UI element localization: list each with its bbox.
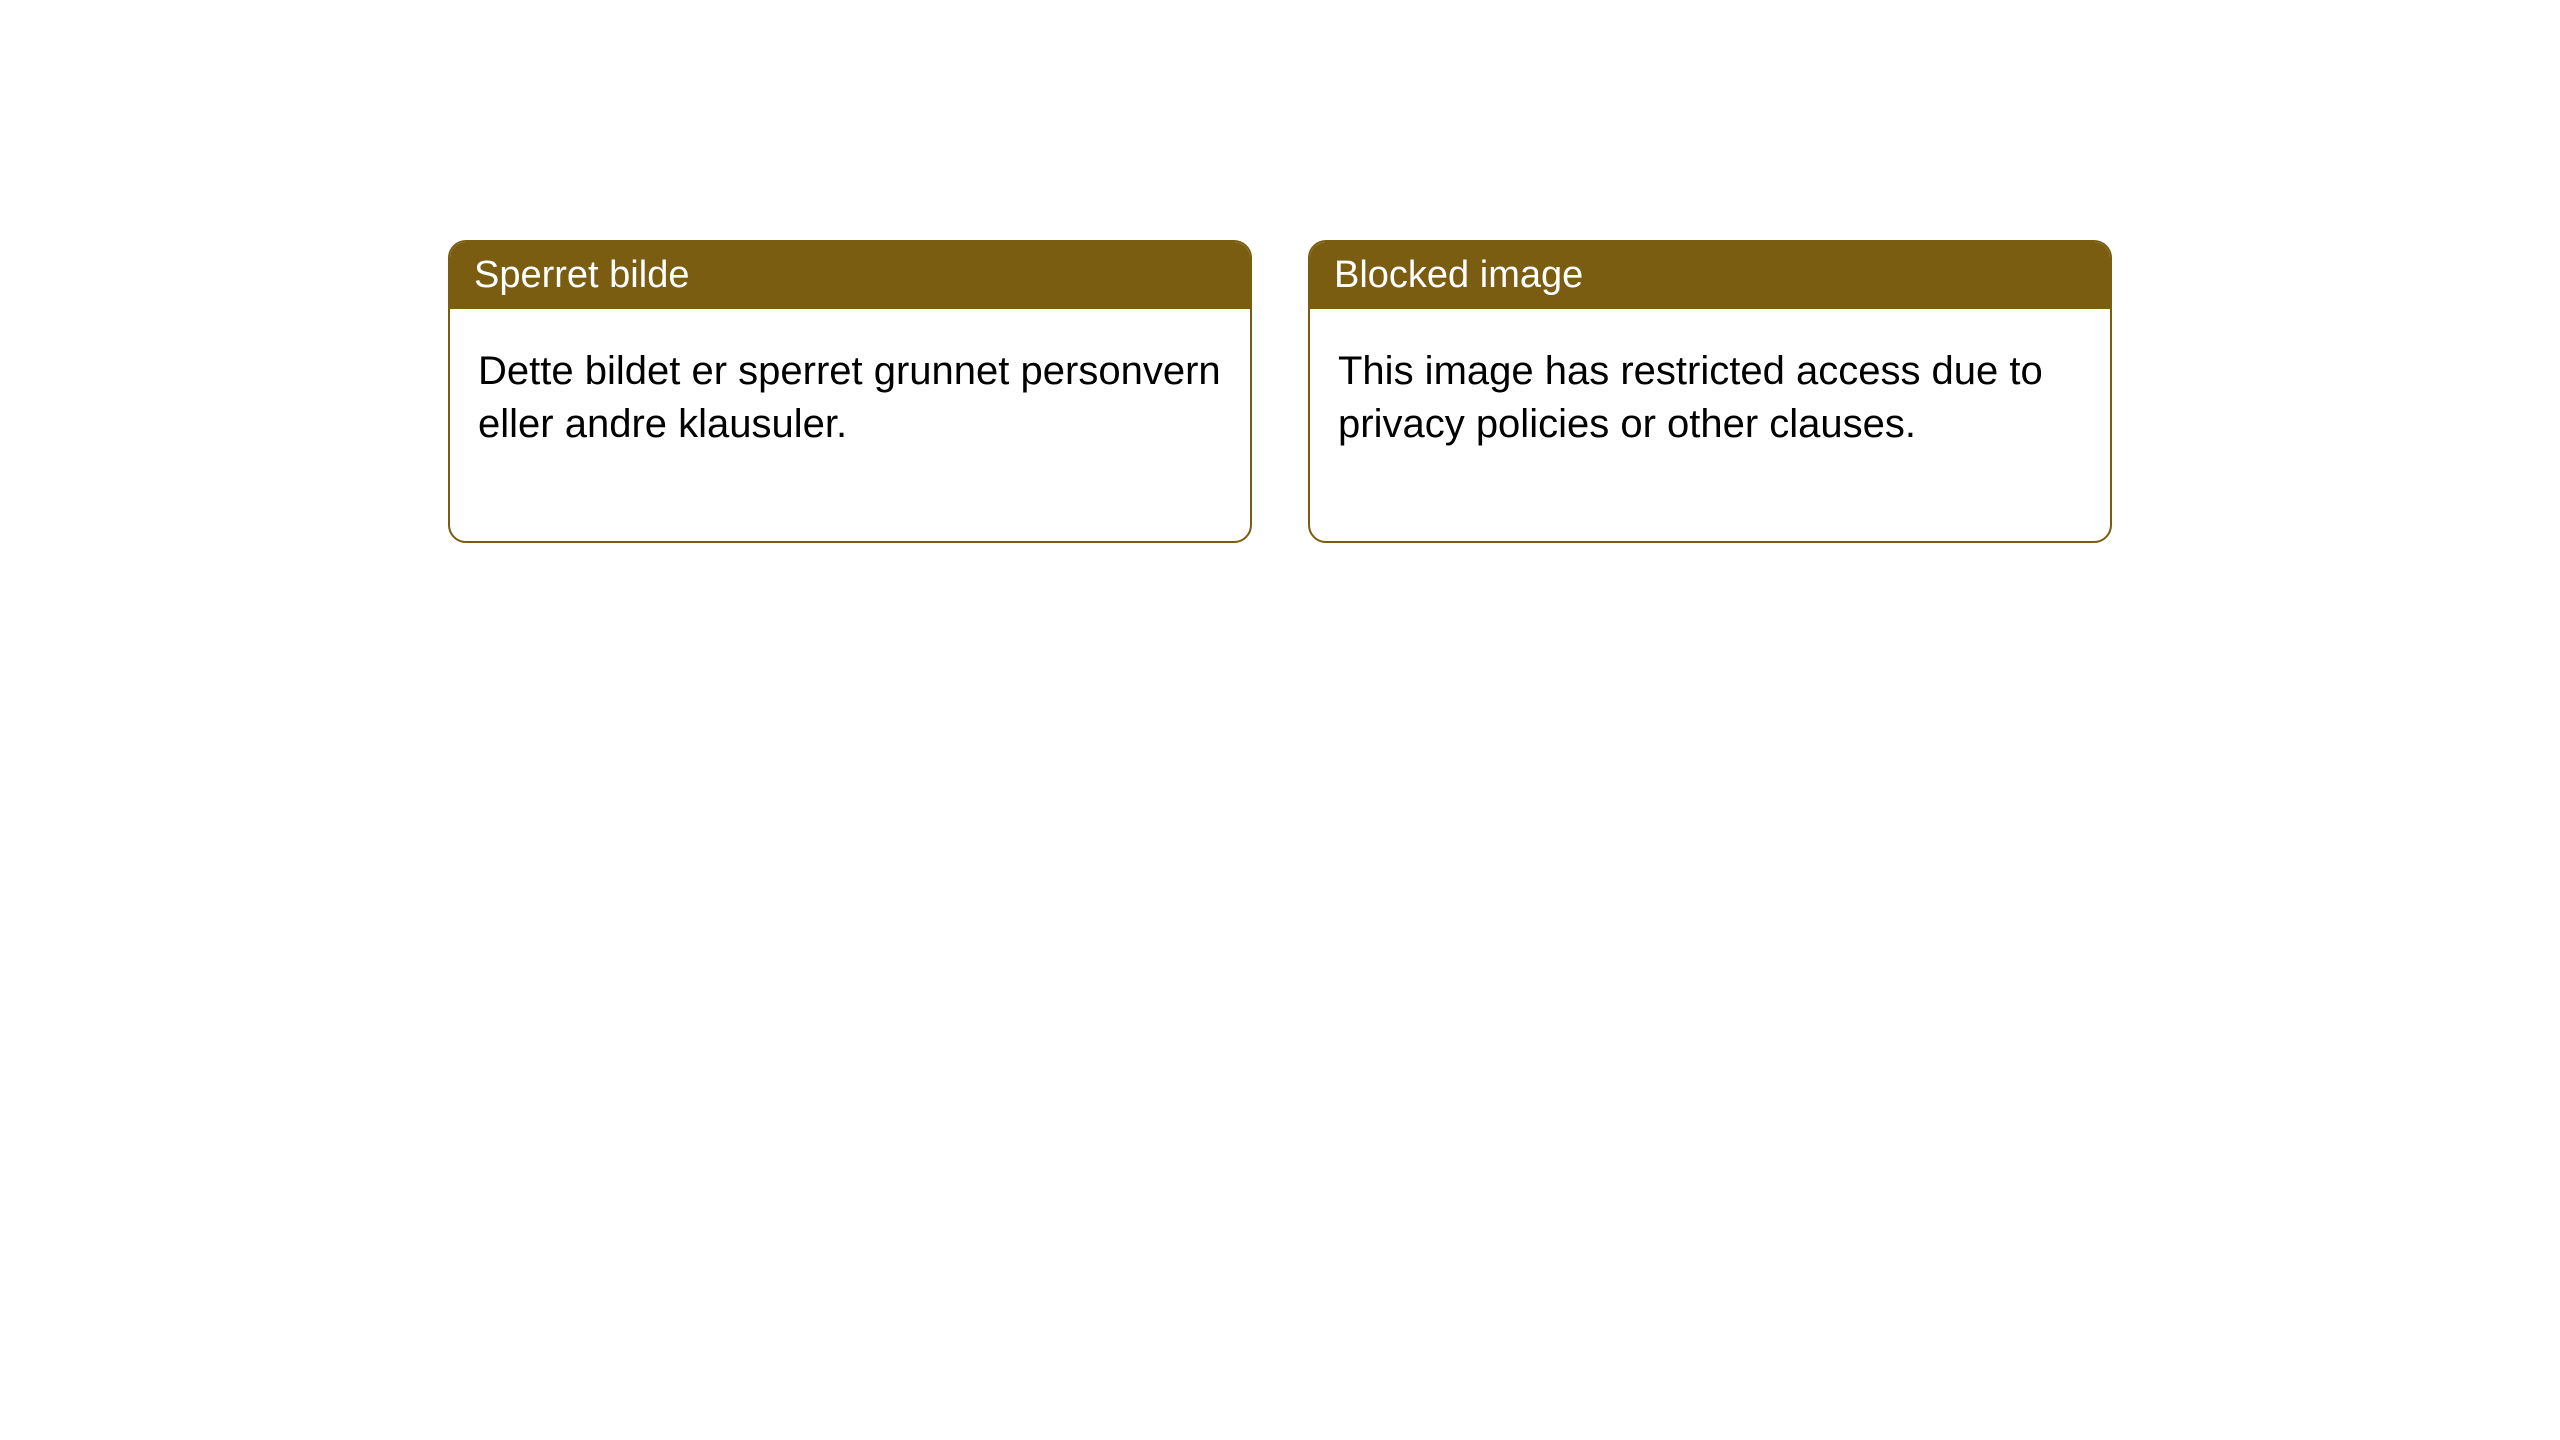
- card-title: Blocked image: [1334, 254, 1583, 296]
- card-body-text: Dette bildet er sperret grunnet personve…: [478, 349, 1221, 446]
- notice-card-norwegian: Sperret bilde Dette bildet er sperret gr…: [448, 240, 1252, 543]
- notice-cards-container: Sperret bilde Dette bildet er sperret gr…: [0, 0, 2560, 543]
- card-body: Dette bildet er sperret grunnet personve…: [450, 309, 1250, 541]
- card-body-text: This image has restricted access due to …: [1338, 349, 2043, 446]
- card-header: Sperret bilde: [450, 242, 1250, 309]
- notice-card-english: Blocked image This image has restricted …: [1308, 240, 2112, 543]
- card-header: Blocked image: [1310, 242, 2110, 309]
- card-title: Sperret bilde: [474, 254, 689, 296]
- card-body: This image has restricted access due to …: [1310, 309, 2110, 541]
